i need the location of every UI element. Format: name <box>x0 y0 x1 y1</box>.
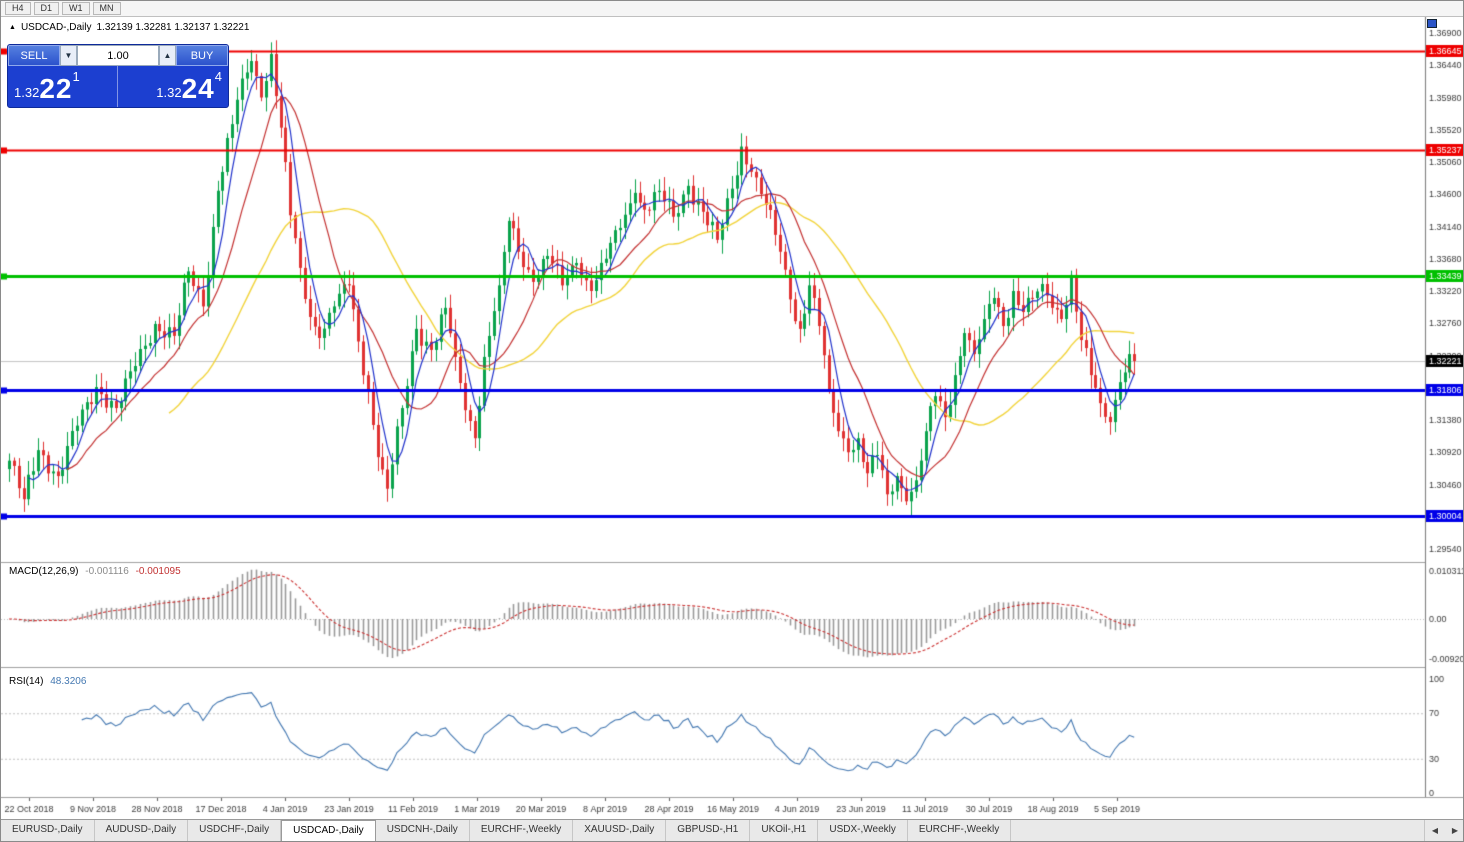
chart-tab-eurchfweekly[interactable]: EURCHF-,Weekly <box>908 820 1012 841</box>
tabs-scroll-left-button[interactable]: ◀ <box>1425 819 1445 841</box>
chart-tab-usdcaddaily[interactable]: USDCAD-,Daily <box>281 820 376 841</box>
sell-button[interactable]: SELL <box>8 45 60 66</box>
timeframe-w1-button[interactable]: W1 <box>62 2 90 15</box>
buy-price-big-digits: 24 <box>181 73 215 104</box>
rsi-value: 48.3206 <box>50 676 87 687</box>
price-chart-canvas[interactable] <box>1 17 1463 821</box>
chart-tab-gbpusdh1[interactable]: GBPUSD-,H1 <box>666 820 751 841</box>
timeframe-toolbar: H4 D1 W1 MN <box>1 1 1463 17</box>
chart-region: ▲ USDCAD-,Daily 1.32139 1.32281 1.32137 … <box>1 17 1463 821</box>
chart-tab-bar: EURUSD-,Daily AUDUSD-,Daily USDCHF-,Daily U… <box>1 819 1463 841</box>
chart-tab-eurchfweekly[interactable]: EURCHF-,Weekly <box>470 820 574 841</box>
tabs-scroll-right-button[interactable]: ▶ <box>1445 819 1463 841</box>
sell-price[interactable]: 1.32 22 1 <box>8 66 118 107</box>
timeframe-h4-button[interactable]: H4 <box>5 2 31 15</box>
chart-ohlc-values: 1.32139 1.32281 1.32137 1.32221 <box>96 22 250 33</box>
chart-tab-audusddaily[interactable]: AUDUSD-,Daily <box>95 820 189 841</box>
sell-price-prefix: 1.32 <box>14 85 40 100</box>
sell-price-pipette: 1 <box>72 69 80 84</box>
trade-panel-prices: 1.32 22 1 1.32 24 4 <box>8 66 228 107</box>
macd-name: MACD(12,26,9) <box>9 566 79 577</box>
one-click-trading-panel: SELL ▼ ▲ BUY 1.32 22 1 1.32 24 4 <box>7 44 229 108</box>
buy-button[interactable]: BUY <box>176 45 228 66</box>
chevron-up-icon: ▲ <box>163 51 172 60</box>
rsi-name: RSI(14) <box>9 676 44 687</box>
trade-panel-controls: SELL ▼ ▲ BUY <box>8 45 228 66</box>
buy-price-pipette: 4 <box>214 69 222 84</box>
chart-tabs: EURUSD-,Daily AUDUSD-,Daily USDCHF-,Daily U… <box>1 820 1424 841</box>
chart-tab-ukoilh1[interactable]: UKOil-,H1 <box>750 820 819 841</box>
chart-tab-eurusddaily[interactable]: EURUSD-,Daily <box>1 820 95 841</box>
rsi-indicator-label: RSI(14) 48.3206 <box>9 676 86 687</box>
macd-indicator-label: MACD(12,26,9) -0.001116 -0.001095 <box>9 566 181 577</box>
chart-tab-usdxweekly[interactable]: USDX-,Weekly <box>818 820 908 841</box>
volume-increase-button[interactable]: ▲ <box>159 45 176 66</box>
chart-title: ▲ USDCAD-,Daily 1.32139 1.32281 1.32137 … <box>9 22 249 33</box>
chart-shift-marker[interactable] <box>1427 19 1437 28</box>
buy-price-prefix: 1.32 <box>156 85 182 100</box>
chart-tab-xauusddaily[interactable]: XAUUSD-,Daily <box>573 820 667 841</box>
timeframe-d1-button[interactable]: D1 <box>33 2 60 15</box>
chart-tab-usdchfdaily[interactable]: USDCHF-,Daily <box>188 820 282 841</box>
chart-tab-usdcnhdaily[interactable]: USDCNH-,Daily <box>376 820 470 841</box>
macd-main-value: -0.001116 <box>85 566 129 577</box>
timeframe-mn-button[interactable]: MN <box>92 2 121 15</box>
macd-signal-value: -0.001095 <box>135 566 181 577</box>
volume-decrease-button[interactable]: ▼ <box>60 45 77 66</box>
chevron-down-icon: ▼ <box>64 51 73 60</box>
tab-navigation: ◀ ▶ <box>1424 819 1463 841</box>
chart-symbol-label: USDCAD-,Daily <box>20 22 92 33</box>
chart-marker-icon: ▲ <box>9 24 16 31</box>
sell-price-big-digits: 22 <box>39 73 73 104</box>
buy-price[interactable]: 1.32 24 4 <box>118 66 228 107</box>
volume-input[interactable] <box>77 45 159 66</box>
